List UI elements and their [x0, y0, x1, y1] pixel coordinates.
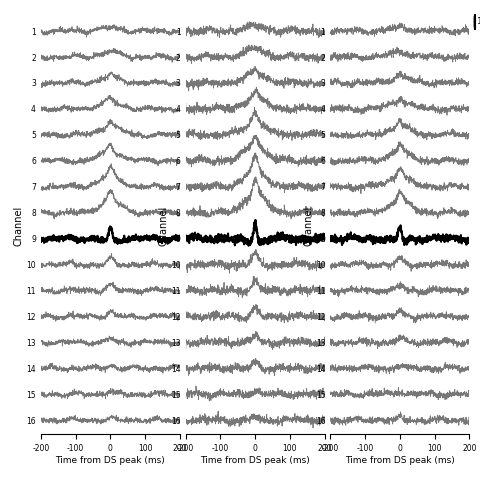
Text: 1 mV: 1 mV [478, 17, 480, 26]
X-axis label: Time from DS peak (ms): Time from DS peak (ms) [345, 456, 455, 465]
X-axis label: Time from DS peak (ms): Time from DS peak (ms) [56, 456, 165, 465]
X-axis label: Time from DS peak (ms): Time from DS peak (ms) [200, 456, 310, 465]
Y-axis label: Channel: Channel [13, 205, 24, 246]
Y-axis label: Channel: Channel [303, 205, 313, 246]
Y-axis label: Channel: Channel [158, 205, 168, 246]
